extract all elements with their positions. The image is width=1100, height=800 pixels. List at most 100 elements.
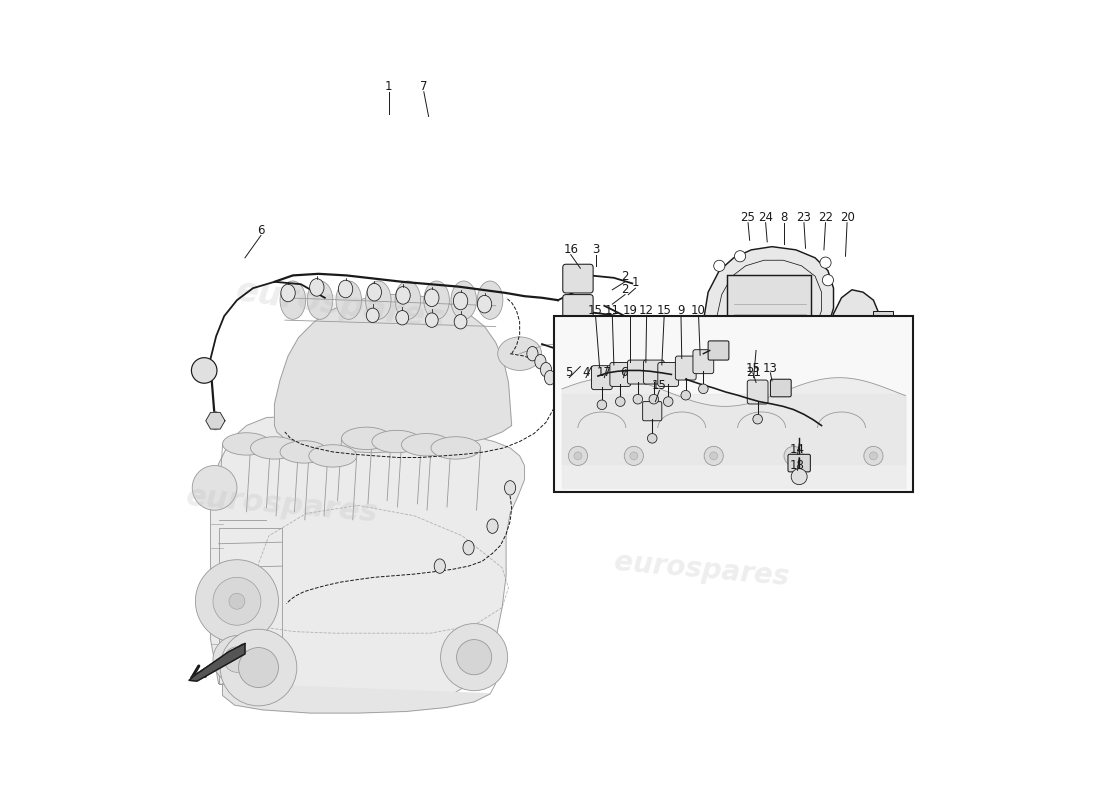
Ellipse shape bbox=[366, 308, 379, 322]
Text: 25: 25 bbox=[740, 211, 756, 225]
Circle shape bbox=[714, 260, 725, 271]
Ellipse shape bbox=[463, 541, 474, 555]
Ellipse shape bbox=[431, 437, 481, 459]
Polygon shape bbox=[562, 394, 905, 464]
Ellipse shape bbox=[309, 445, 356, 467]
Ellipse shape bbox=[497, 337, 541, 370]
Circle shape bbox=[569, 446, 587, 466]
Circle shape bbox=[192, 466, 236, 510]
Text: 5: 5 bbox=[565, 366, 573, 378]
Circle shape bbox=[616, 397, 625, 406]
Ellipse shape bbox=[395, 281, 420, 319]
Circle shape bbox=[220, 630, 297, 706]
Ellipse shape bbox=[426, 313, 438, 327]
FancyBboxPatch shape bbox=[658, 362, 679, 386]
Circle shape bbox=[663, 397, 673, 406]
FancyBboxPatch shape bbox=[563, 294, 593, 323]
Ellipse shape bbox=[578, 341, 594, 363]
Circle shape bbox=[648, 434, 657, 443]
Polygon shape bbox=[210, 416, 525, 707]
Ellipse shape bbox=[396, 310, 408, 325]
Text: 23: 23 bbox=[796, 211, 812, 225]
Ellipse shape bbox=[454, 314, 466, 329]
Ellipse shape bbox=[208, 412, 222, 430]
Ellipse shape bbox=[425, 289, 439, 306]
Ellipse shape bbox=[641, 322, 659, 347]
Circle shape bbox=[820, 257, 832, 268]
Text: 6: 6 bbox=[257, 224, 265, 237]
Text: 14: 14 bbox=[790, 443, 805, 456]
Circle shape bbox=[213, 635, 261, 683]
Circle shape bbox=[229, 594, 245, 610]
Ellipse shape bbox=[535, 354, 546, 369]
Text: 1: 1 bbox=[385, 80, 393, 93]
Circle shape bbox=[869, 452, 878, 460]
Circle shape bbox=[649, 394, 659, 404]
Ellipse shape bbox=[309, 278, 324, 296]
Ellipse shape bbox=[434, 559, 446, 574]
Text: eurospares: eurospares bbox=[596, 385, 791, 431]
Ellipse shape bbox=[307, 281, 333, 319]
FancyBboxPatch shape bbox=[747, 380, 768, 404]
Ellipse shape bbox=[505, 481, 516, 495]
Text: eurospares: eurospares bbox=[234, 274, 448, 337]
Circle shape bbox=[710, 452, 717, 460]
Text: 19: 19 bbox=[623, 304, 637, 317]
Circle shape bbox=[191, 358, 217, 383]
Ellipse shape bbox=[396, 286, 410, 304]
Ellipse shape bbox=[342, 427, 392, 450]
Ellipse shape bbox=[222, 433, 271, 455]
Circle shape bbox=[704, 446, 724, 466]
Circle shape bbox=[574, 452, 582, 460]
Text: 15: 15 bbox=[746, 362, 760, 374]
FancyBboxPatch shape bbox=[592, 366, 613, 390]
Circle shape bbox=[864, 446, 883, 466]
Text: eurospares: eurospares bbox=[185, 482, 380, 528]
Text: 3: 3 bbox=[593, 243, 600, 256]
Ellipse shape bbox=[544, 370, 556, 385]
Ellipse shape bbox=[477, 281, 503, 319]
Circle shape bbox=[790, 452, 798, 460]
Text: 21: 21 bbox=[746, 366, 761, 378]
Circle shape bbox=[752, 414, 762, 424]
Text: 7: 7 bbox=[420, 80, 428, 93]
Circle shape bbox=[630, 452, 638, 460]
FancyBboxPatch shape bbox=[644, 360, 664, 384]
Text: 2: 2 bbox=[621, 283, 629, 296]
Text: 20: 20 bbox=[839, 211, 855, 225]
Ellipse shape bbox=[402, 434, 451, 456]
Text: 4: 4 bbox=[582, 366, 590, 378]
FancyBboxPatch shape bbox=[770, 379, 791, 397]
Ellipse shape bbox=[365, 281, 392, 319]
FancyBboxPatch shape bbox=[563, 264, 593, 293]
Circle shape bbox=[441, 624, 508, 690]
Ellipse shape bbox=[527, 346, 538, 361]
Text: 9: 9 bbox=[678, 304, 684, 317]
Ellipse shape bbox=[540, 362, 551, 377]
Text: 24: 24 bbox=[758, 211, 773, 225]
Circle shape bbox=[625, 446, 644, 466]
Text: 17: 17 bbox=[597, 366, 612, 378]
Text: 2: 2 bbox=[621, 270, 629, 282]
Circle shape bbox=[784, 446, 803, 466]
Circle shape bbox=[681, 390, 691, 400]
Text: 6: 6 bbox=[619, 366, 627, 378]
Circle shape bbox=[239, 647, 278, 687]
Polygon shape bbox=[222, 683, 491, 713]
Circle shape bbox=[456, 639, 492, 674]
Text: 12: 12 bbox=[639, 304, 654, 317]
Text: 15: 15 bbox=[652, 379, 667, 392]
Text: 15: 15 bbox=[588, 304, 603, 317]
Text: eurospares: eurospares bbox=[613, 548, 791, 591]
Ellipse shape bbox=[451, 281, 476, 319]
Circle shape bbox=[791, 469, 807, 485]
Bar bbox=[554, 316, 913, 492]
Polygon shape bbox=[275, 294, 512, 453]
FancyBboxPatch shape bbox=[708, 341, 729, 360]
FancyBboxPatch shape bbox=[675, 356, 696, 380]
Text: 10: 10 bbox=[691, 304, 706, 317]
Text: 18: 18 bbox=[790, 459, 805, 472]
Circle shape bbox=[196, 560, 278, 642]
Text: 11: 11 bbox=[605, 304, 619, 317]
Polygon shape bbox=[703, 246, 834, 364]
